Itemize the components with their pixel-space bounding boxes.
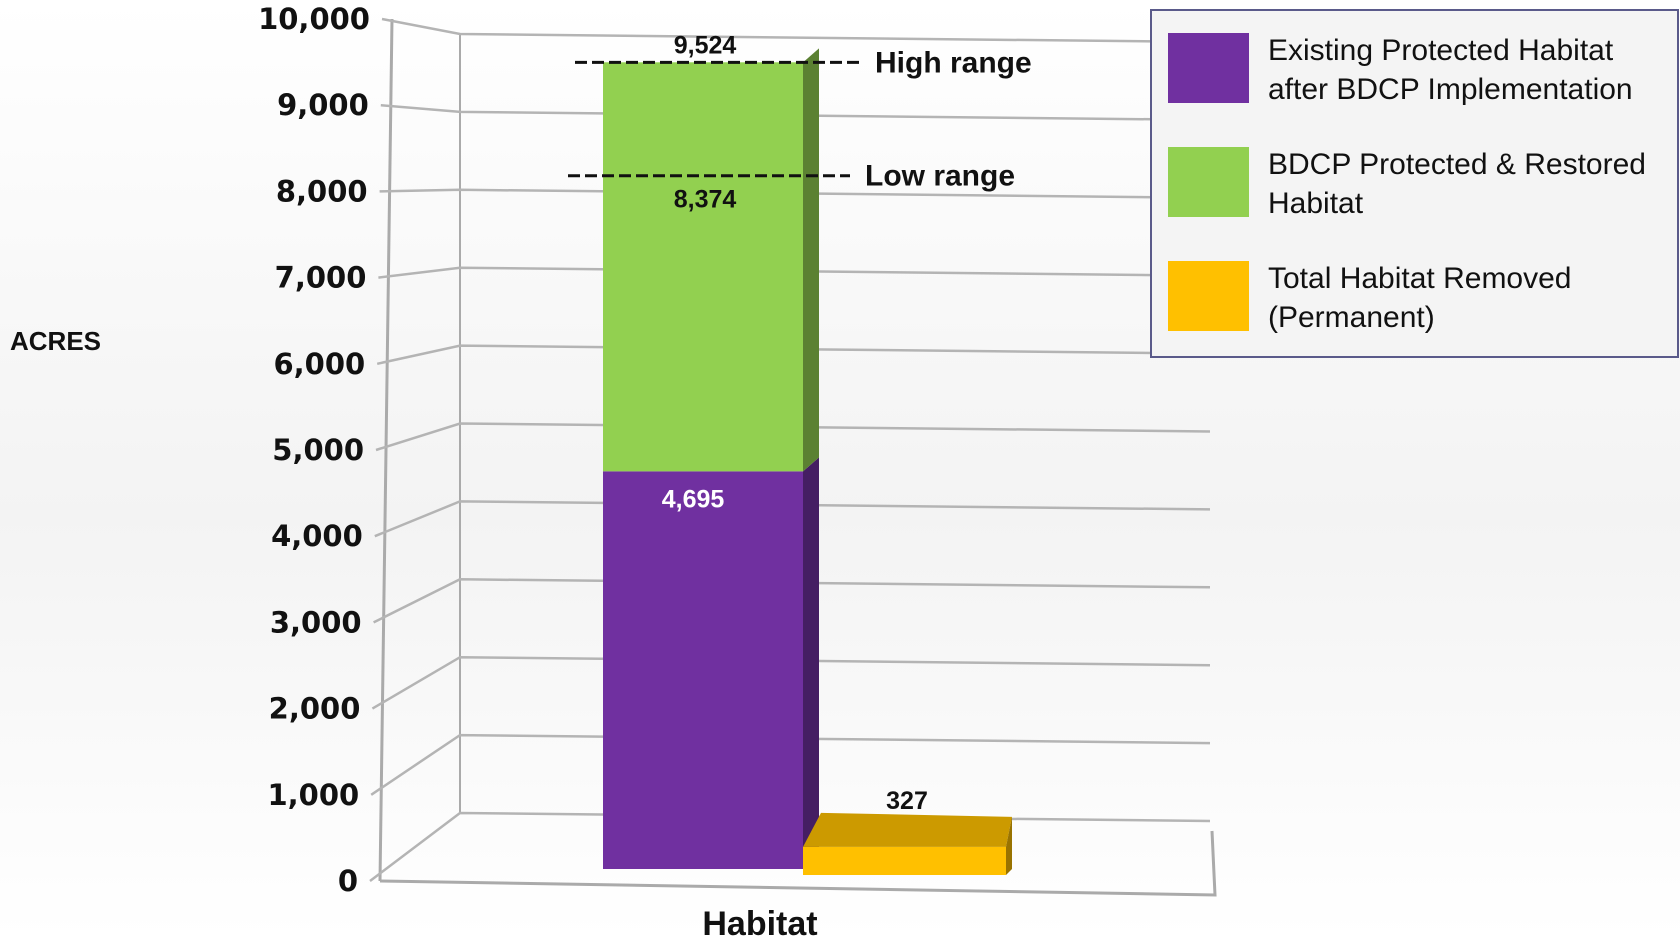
y-tick-label: 10,000 bbox=[258, 2, 370, 36]
bar-removed-side bbox=[1006, 816, 1012, 875]
y-tick-label: 7,000 bbox=[275, 261, 367, 295]
bar-removed-front bbox=[803, 846, 1006, 875]
grid-layer bbox=[369, 17, 1217, 897]
y-tick-label: 1,000 bbox=[267, 778, 359, 812]
legend-label-removed: Total Habitat Removed (Permanent) bbox=[1268, 262, 1572, 334]
gridline bbox=[379, 188, 1211, 200]
y-axis-ticks: 0 1,000 2,000 3,000 4,000 5,000 6,000 7,000 8,00… bbox=[258, 2, 370, 898]
y-tick-label: 3,000 bbox=[270, 605, 362, 639]
y-tick-label: 4,000 bbox=[271, 519, 363, 553]
legend-swatch-existing bbox=[1168, 33, 1249, 103]
gridline bbox=[381, 17, 1211, 44]
y-axis-title: ACRES bbox=[10, 326, 101, 356]
gridline bbox=[378, 266, 1211, 279]
y-tick-label: 9,000 bbox=[277, 88, 369, 122]
legend-label-bdcp: BDCP Protected & Restored Habitat bbox=[1268, 148, 1646, 220]
reference-value-low: 8,374 bbox=[674, 186, 737, 214]
y-tick-label: 6,000 bbox=[273, 347, 365, 381]
legend: Existing Protected Habitat after BDCP Im… bbox=[1150, 9, 1679, 358]
gridline bbox=[376, 344, 1211, 366]
floor-edge bbox=[379, 830, 1217, 897]
legend-swatch-removed bbox=[1168, 261, 1249, 331]
bars-layer bbox=[603, 48, 1012, 875]
data-label-existing: 4,695 bbox=[662, 485, 725, 513]
bar-segment-1 bbox=[603, 62, 803, 472]
labels-layer: ACRES 4,695 327 High range 9,524 Low range 8,3… bbox=[10, 31, 1032, 938]
gridline bbox=[374, 500, 1211, 538]
reference-label-low: Low range bbox=[865, 160, 1015, 193]
reference-label-high: High range bbox=[875, 46, 1032, 79]
gridline bbox=[375, 422, 1211, 452]
bar-removed-top bbox=[803, 812, 1012, 847]
data-label-removed: 327 bbox=[886, 787, 928, 815]
y-tick-label: 5,000 bbox=[272, 433, 364, 467]
gridline bbox=[373, 578, 1211, 624]
gridline bbox=[371, 655, 1211, 710]
gridline bbox=[380, 103, 1211, 122]
bar-side-0 bbox=[803, 457, 819, 869]
reference-value-high: 9,524 bbox=[674, 31, 737, 59]
y-tick-label: 0 bbox=[338, 864, 358, 898]
legend-swatch-bdcp bbox=[1168, 147, 1249, 217]
x-category-label: Habitat bbox=[702, 905, 817, 938]
gridline bbox=[370, 733, 1211, 796]
y-tick-label: 8,000 bbox=[276, 174, 368, 208]
y-axis-line bbox=[378, 18, 394, 882]
bar-segment-0 bbox=[603, 471, 803, 869]
y-tick-label: 2,000 bbox=[269, 692, 361, 726]
legend-label-existing: Existing Protected Habitat after BDCP Im… bbox=[1268, 34, 1633, 106]
bar-side-1 bbox=[803, 48, 819, 472]
